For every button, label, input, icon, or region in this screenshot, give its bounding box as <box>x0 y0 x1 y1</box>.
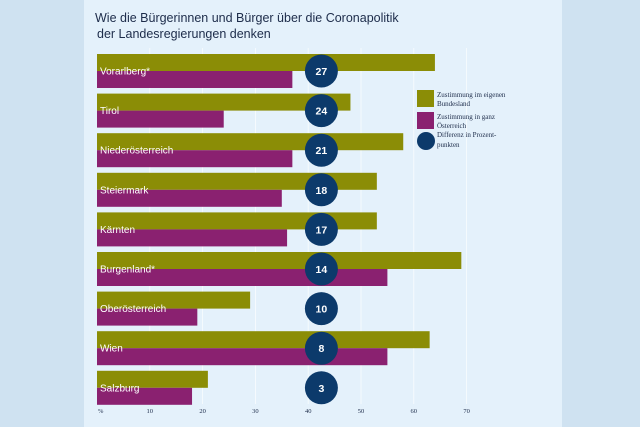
difference-label-0: 27 <box>316 66 328 78</box>
x-tick-label-3: 30 <box>252 408 259 415</box>
legend-label-difference-line-1: punkten <box>437 141 460 149</box>
legend-swatch-oesterreich <box>417 112 434 129</box>
difference-label-3: 18 <box>316 185 328 197</box>
difference-marker-8[interactable] <box>304 371 338 405</box>
bar-oesterreich-0[interactable] <box>97 71 293 88</box>
bar-oesterreich-8[interactable] <box>97 387 193 405</box>
legend-label-difference-line-0: Differenz in Prozent- <box>437 131 497 139</box>
legend-label-bundesland-line-0: Zustimmung im eigenen <box>437 91 506 99</box>
bar-oesterreich-1[interactable] <box>97 110 224 128</box>
bar-oesterreich-3[interactable] <box>97 189 282 207</box>
category-label-2: Niederösterreich <box>100 146 173 157</box>
difference-marker-7[interactable] <box>304 331 338 365</box>
x-tick-label-5: 50 <box>358 408 365 415</box>
x-tick-label-7: 70 <box>463 408 470 415</box>
difference-label-7: 8 <box>318 343 324 355</box>
difference-label-8: 3 <box>318 383 324 395</box>
category-label-5: Burgenland* <box>100 265 155 276</box>
bar-oesterreich-4[interactable] <box>97 229 288 247</box>
category-label-3: Steiermark <box>100 185 149 196</box>
legend-marker-difference <box>417 132 435 150</box>
bar-bundesland-1[interactable] <box>97 93 351 111</box>
category-label-8: Salzburg <box>100 383 139 394</box>
bar-bundesland-0[interactable] <box>97 54 435 71</box>
bar-oesterreich-7[interactable] <box>97 348 388 366</box>
difference-marker-4[interactable] <box>304 212 338 246</box>
difference-label-2: 21 <box>316 145 328 157</box>
legend-label-bundesland-line-1: Bundesland <box>437 100 471 108</box>
bar-bundesland-6[interactable] <box>97 291 251 309</box>
bar-oesterreich-2[interactable] <box>97 150 293 168</box>
category-label-0: Vorarlberg* <box>100 67 150 78</box>
chart-title-line-1: Wie die Bürgerinnen und Bürger über die … <box>95 11 399 25</box>
bar-bundesland-8[interactable] <box>97 370 208 388</box>
legend-swatch-bundesland <box>417 90 434 107</box>
chart-title: Wie die Bürgerinnen und Bürger über die … <box>95 10 425 42</box>
category-label-4: Kärnten <box>100 225 135 236</box>
category-label-7: Wien <box>100 344 123 355</box>
difference-marker-1[interactable] <box>304 94 338 128</box>
bar-bundesland-5[interactable] <box>97 252 462 269</box>
difference-label-4: 17 <box>316 224 328 236</box>
x-tick-label-6: 60 <box>411 408 418 415</box>
difference-marker-6[interactable] <box>304 292 338 326</box>
difference-marker-5[interactable] <box>304 252 338 286</box>
difference-marker-0[interactable] <box>304 54 338 88</box>
difference-marker-3[interactable] <box>304 173 338 207</box>
bar-bundesland-7[interactable] <box>97 331 430 349</box>
legend-label-oesterreich-line-1: Österreich <box>437 122 467 130</box>
x-tick-label-2: 20 <box>199 408 206 415</box>
difference-label-1: 24 <box>316 106 328 118</box>
chart-title-line-2: der Landesregierungen denken <box>97 27 271 41</box>
difference-label-6: 10 <box>316 304 328 316</box>
category-label-1: Tirol <box>100 106 119 117</box>
difference-marker-2[interactable] <box>304 133 338 167</box>
legend-label-oesterreich-line-0: Zustimmung in ganz <box>437 113 495 121</box>
x-tick-label-1: 10 <box>147 408 154 415</box>
x-tick-label-4: 40 <box>305 408 312 415</box>
category-label-6: Oberösterreich <box>100 304 166 315</box>
difference-label-5: 14 <box>316 264 328 276</box>
x-tick-label-0: % <box>98 408 104 415</box>
bar-oesterreich-6[interactable] <box>97 308 198 326</box>
